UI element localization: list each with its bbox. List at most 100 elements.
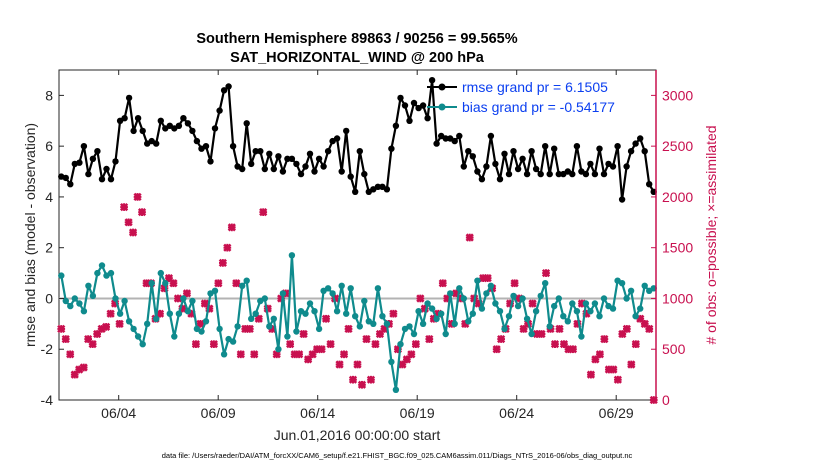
rmse-point bbox=[297, 170, 305, 178]
rmse-point bbox=[496, 176, 504, 183]
rmse-point bbox=[193, 137, 201, 145]
rmse-point bbox=[306, 150, 314, 157]
obs-point bbox=[483, 274, 492, 283]
rmse-point bbox=[261, 165, 268, 173]
bias-point bbox=[618, 280, 626, 287]
bias-point bbox=[483, 290, 490, 297]
obs-point bbox=[425, 334, 434, 344]
bias-point bbox=[125, 318, 133, 325]
bias-point bbox=[270, 315, 277, 322]
x-tick-label: 06/29 bbox=[599, 405, 634, 421]
rmse-point bbox=[474, 168, 481, 175]
obs-point bbox=[196, 319, 205, 328]
rmse-point bbox=[456, 132, 463, 140]
obs-point bbox=[321, 314, 331, 323]
y-tick-label: 2 bbox=[45, 240, 53, 256]
obs-point bbox=[218, 258, 227, 268]
rmse-point bbox=[333, 135, 341, 142]
rmse-point bbox=[532, 165, 540, 173]
bias-point bbox=[148, 280, 155, 287]
rmse-point bbox=[76, 159, 83, 166]
rmse-point bbox=[252, 148, 259, 155]
bias-point bbox=[252, 310, 259, 317]
obs-point bbox=[223, 243, 232, 252]
obs-point bbox=[339, 350, 349, 359]
obs-point bbox=[407, 350, 416, 359]
bias-point bbox=[569, 300, 576, 307]
bias-point bbox=[275, 346, 282, 353]
bias-point bbox=[302, 310, 309, 317]
obs-point bbox=[326, 340, 335, 349]
rmse-point bbox=[121, 115, 128, 122]
bias-point bbox=[184, 308, 192, 315]
rmse-point bbox=[410, 99, 418, 107]
bias-point bbox=[315, 325, 323, 333]
bias-point bbox=[261, 295, 268, 302]
bias-point bbox=[519, 295, 526, 302]
obs-point bbox=[465, 233, 474, 242]
rmse-point bbox=[85, 170, 92, 178]
rmse-point bbox=[103, 165, 110, 173]
bias-point bbox=[609, 305, 617, 312]
bias-point bbox=[157, 269, 164, 277]
bias-point bbox=[153, 315, 160, 322]
rmse-line bbox=[60, 79, 655, 201]
obs-point bbox=[214, 279, 223, 288]
obs-point bbox=[232, 279, 241, 288]
bias-point bbox=[67, 302, 74, 310]
rmse-point bbox=[401, 102, 409, 109]
obs-point bbox=[528, 299, 537, 308]
bias-point bbox=[234, 323, 241, 330]
bias-point bbox=[248, 315, 255, 322]
bias-point bbox=[419, 320, 427, 327]
rmse-point bbox=[609, 163, 617, 170]
obs-point bbox=[245, 324, 254, 334]
rmse-point bbox=[112, 158, 119, 165]
rmse-point bbox=[62, 174, 69, 182]
obs-point bbox=[335, 360, 344, 369]
obs-point bbox=[61, 334, 70, 344]
y-right-tick-label: 500 bbox=[662, 341, 686, 357]
bias-point bbox=[171, 333, 178, 340]
bias-point bbox=[356, 323, 363, 330]
bias-point bbox=[627, 287, 635, 294]
rmse-point bbox=[189, 127, 196, 135]
rmse-point bbox=[98, 176, 106, 183]
rmse-point bbox=[130, 127, 137, 135]
obs-point bbox=[128, 228, 138, 237]
rmse-point bbox=[641, 148, 648, 155]
bias-point bbox=[632, 313, 639, 320]
rmse-point bbox=[383, 186, 391, 193]
rmse-point bbox=[125, 94, 133, 102]
bias-point bbox=[116, 310, 124, 317]
rmse-point bbox=[107, 176, 115, 183]
bias-point bbox=[501, 325, 508, 333]
bias-point bbox=[62, 297, 69, 305]
rmse-point bbox=[523, 170, 531, 178]
bias-point bbox=[637, 305, 644, 312]
obs-point bbox=[550, 340, 560, 349]
bias-point bbox=[415, 308, 422, 315]
bias-point bbox=[76, 300, 83, 307]
obs-point bbox=[389, 309, 398, 318]
obs-point bbox=[250, 350, 259, 359]
y-axis-label-right: # of obs: o=possible; ×=assimilated bbox=[703, 125, 719, 344]
rmse-point bbox=[320, 163, 327, 170]
bias-point bbox=[510, 292, 517, 300]
bias-point bbox=[162, 280, 169, 287]
bias-point bbox=[492, 300, 499, 307]
bias-point bbox=[474, 277, 481, 284]
bias-point bbox=[333, 308, 341, 315]
bias-point bbox=[397, 341, 404, 348]
bias-point bbox=[560, 313, 567, 320]
rmse-point bbox=[542, 143, 549, 150]
rmse-point bbox=[180, 115, 187, 122]
bias-point bbox=[442, 330, 449, 338]
obs-point bbox=[236, 350, 245, 359]
bias-point bbox=[71, 295, 79, 302]
obs-point bbox=[353, 360, 362, 369]
y-tick-label: 4 bbox=[45, 189, 53, 205]
rmse-point bbox=[270, 165, 277, 173]
rmse-point bbox=[627, 148, 635, 155]
obs-point bbox=[57, 324, 66, 334]
